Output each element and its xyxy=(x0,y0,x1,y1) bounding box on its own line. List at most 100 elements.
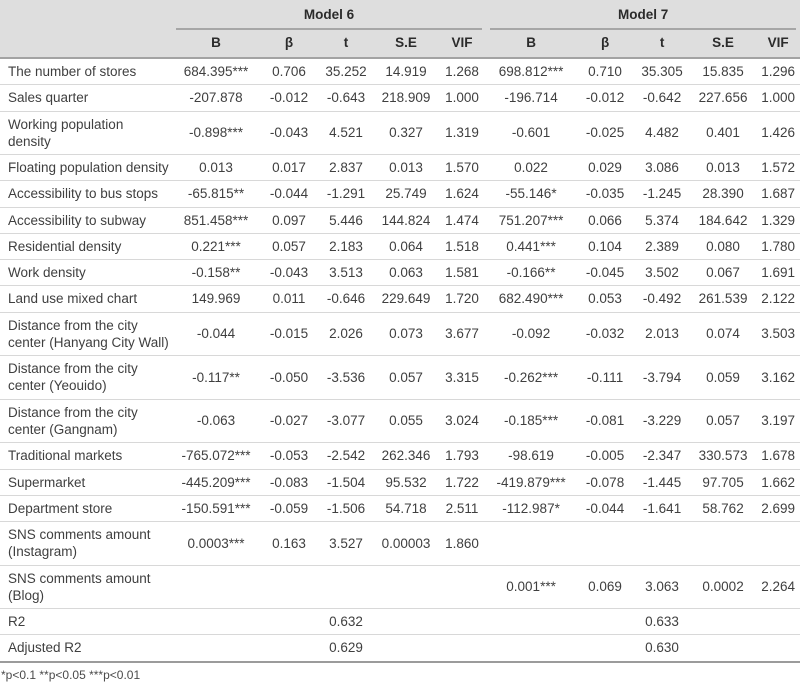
cell-value: -3.229 xyxy=(634,399,691,444)
cell-value: -150.591*** xyxy=(172,495,260,523)
cell-value: 0.633 xyxy=(634,608,691,636)
cell-value: -0.111 xyxy=(576,355,635,400)
cell-value: 684.395*** xyxy=(172,58,260,86)
row-label: Accessibility to subway xyxy=(0,207,172,234)
cell-value: -112.987* xyxy=(486,495,577,523)
table-row: Accessibility to bus stops -65.815** -0.04… xyxy=(0,180,800,208)
cell-value: -207.878 xyxy=(172,84,260,112)
cell-value: -98.619 xyxy=(486,442,577,470)
cell-value: -0.035 xyxy=(576,180,635,208)
corner-cell-2 xyxy=(0,30,172,59)
cell-value: 35.252 xyxy=(318,58,374,86)
cell-value: 0.013 xyxy=(690,154,757,182)
cell-value: 0.017 xyxy=(260,154,318,182)
cell-value: -0.078 xyxy=(576,469,635,496)
cell-value: 28.390 xyxy=(690,180,757,208)
row-label: Department store xyxy=(0,495,172,523)
cell-value: -1.641 xyxy=(634,495,691,523)
cell-value: -0.045 xyxy=(576,259,635,287)
cell-value: -2.347 xyxy=(634,442,691,470)
cell-value xyxy=(438,608,487,636)
cell-value xyxy=(486,608,577,636)
cell-value: 97.705 xyxy=(690,469,757,496)
column-header-se-m6: S.E xyxy=(374,30,438,59)
table-row: Distance from the city center (Gangnam) -… xyxy=(0,399,800,444)
cell-value: 0.221*** xyxy=(172,233,260,261)
cell-value: 0.011 xyxy=(260,285,318,313)
column-header-t-m6: t xyxy=(318,30,374,59)
row-label: R2 xyxy=(0,608,172,636)
cell-value: 0.053 xyxy=(576,285,635,313)
table-row: Distance from the city center (Hanyang C… xyxy=(0,312,800,357)
cell-value: 227.656 xyxy=(690,84,757,112)
cell-value: 1.000 xyxy=(756,84,800,112)
cell-value: 0.629 xyxy=(318,634,374,663)
column-header-vif-m6: VIF xyxy=(438,30,487,59)
cell-value xyxy=(438,634,487,663)
row-label: Work density xyxy=(0,259,172,287)
cell-value: 0.064 xyxy=(374,233,438,261)
cell-value: 3.162 xyxy=(756,355,800,400)
cell-value: -0.050 xyxy=(260,355,318,400)
table-row: Distance from the city center (Yeouido) -… xyxy=(0,355,800,400)
cell-value: 58.762 xyxy=(690,495,757,523)
cell-value: -0.158** xyxy=(172,259,260,287)
cell-value xyxy=(172,608,260,636)
cell-value: -0.166** xyxy=(486,259,577,287)
cell-value: 0.080 xyxy=(690,233,757,261)
cell-value: 0.163 xyxy=(260,521,318,566)
row-label: SNS comments amount (Instagram) xyxy=(0,521,172,566)
cell-value: -1.506 xyxy=(318,495,374,523)
cell-value: 1.624 xyxy=(438,180,487,208)
row-label: The number of stores xyxy=(0,58,172,86)
cell-value: 3.527 xyxy=(318,521,374,566)
cell-value: 2.389 xyxy=(634,233,691,261)
row-label: Residential density xyxy=(0,233,172,261)
cell-value xyxy=(172,565,260,610)
cell-value: -0.601 xyxy=(486,111,577,156)
model-spanner-row: Model 6 Model 7 xyxy=(0,0,800,30)
cell-value: 0.0002 xyxy=(690,565,757,610)
cell-value: 0.401 xyxy=(690,111,757,156)
cell-value: -419.879*** xyxy=(486,469,577,496)
cell-value: -0.059 xyxy=(260,495,318,523)
cell-value xyxy=(690,634,757,663)
cell-value: 54.718 xyxy=(374,495,438,523)
row-label: Distance from the city center (Gangnam) xyxy=(0,399,172,444)
cell-value: 1.268 xyxy=(438,58,487,86)
cell-value: -55.146* xyxy=(486,180,577,208)
cell-value: 0.055 xyxy=(374,399,438,444)
table-row: Traditional markets -765.072*** -0.053 -2.5… xyxy=(0,442,800,470)
cell-value: 751.207*** xyxy=(486,207,577,234)
cell-value: 0.104 xyxy=(576,233,635,261)
cell-value: 184.642 xyxy=(690,207,757,234)
cell-value: 2.699 xyxy=(756,495,800,523)
cell-value xyxy=(634,521,691,566)
cell-value: 0.00003 xyxy=(374,521,438,566)
table-header: Model 6 Model 7 B β t S.E VIF B β t S.E … xyxy=(0,0,800,59)
cell-value: 35.305 xyxy=(634,58,691,86)
cell-value: 0.057 xyxy=(374,355,438,400)
regression-results-table: Model 6 Model 7 B β t S.E VIF B β t S.E … xyxy=(0,0,800,663)
column-header-b-m6: B xyxy=(172,30,260,59)
row-label: Traditional markets xyxy=(0,442,172,470)
cell-value: -2.542 xyxy=(318,442,374,470)
cell-value: 1.474 xyxy=(438,207,487,234)
cell-value xyxy=(438,565,487,610)
cell-value: 0.001*** xyxy=(486,565,577,610)
cell-value: -0.092 xyxy=(486,312,577,357)
cell-value: 25.749 xyxy=(374,180,438,208)
row-label: Distance from the city center (Hanyang C… xyxy=(0,312,172,357)
cell-value: 3.502 xyxy=(634,259,691,287)
cell-value: 2.183 xyxy=(318,233,374,261)
cell-value: 1.319 xyxy=(438,111,487,156)
cell-value: -3.794 xyxy=(634,355,691,400)
cell-value xyxy=(576,634,635,663)
cell-value: 0.057 xyxy=(690,399,757,444)
cell-value: -1.245 xyxy=(634,180,691,208)
row-label: Distance from the city center (Yeouido) xyxy=(0,355,172,400)
cell-value: 1.691 xyxy=(756,259,800,287)
cell-value: 218.909 xyxy=(374,84,438,112)
cell-value: 1.793 xyxy=(438,442,487,470)
cell-value: 1.678 xyxy=(756,442,800,470)
